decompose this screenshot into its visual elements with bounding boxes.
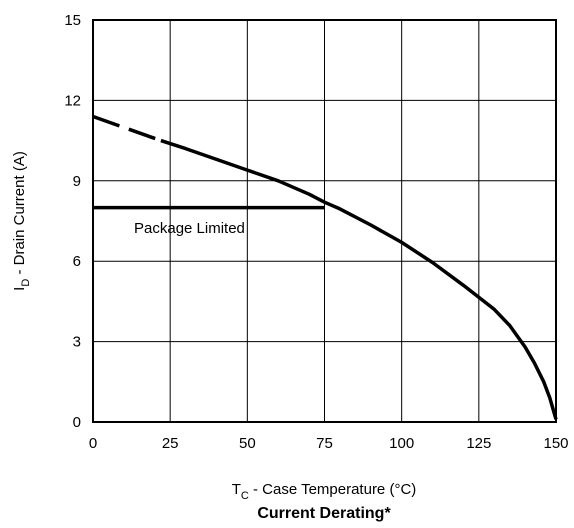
plot-frame <box>92 19 557 423</box>
series-line-0 <box>92 114 162 143</box>
y-tick-label: 12 <box>64 92 81 109</box>
y-axis-label: ID - Drain Current (A) <box>11 151 32 291</box>
x-tick-label: 50 <box>239 435 256 452</box>
x-tick-label: 100 <box>389 435 414 452</box>
y-tick-label: 15 <box>64 12 81 29</box>
series-line-1 <box>160 138 558 420</box>
chart-title: Current Derating* <box>257 505 391 522</box>
x-tick-labels: 0 25 50 75 100 125 150 <box>89 435 569 452</box>
y-tick-labels: 0 3 6 9 12 15 <box>64 12 81 431</box>
x-axis-label: TC - Case Temperature (°C) <box>232 481 417 502</box>
annotation-package-limited: Package Limited <box>134 220 245 237</box>
x-tick-label: 0 <box>89 435 97 452</box>
x-tick-label: 150 <box>543 435 568 452</box>
y-tick-label: 6 <box>73 253 81 270</box>
x-tick-label: 75 <box>316 435 333 452</box>
y-tick-label: 3 <box>73 334 81 351</box>
y-tick-label: 9 <box>73 173 81 190</box>
series-group <box>92 114 558 420</box>
y-tick-label: 0 <box>73 414 81 431</box>
x-tick-label: 125 <box>466 435 491 452</box>
grid <box>93 20 556 422</box>
x-tick-label: 25 <box>162 435 179 452</box>
